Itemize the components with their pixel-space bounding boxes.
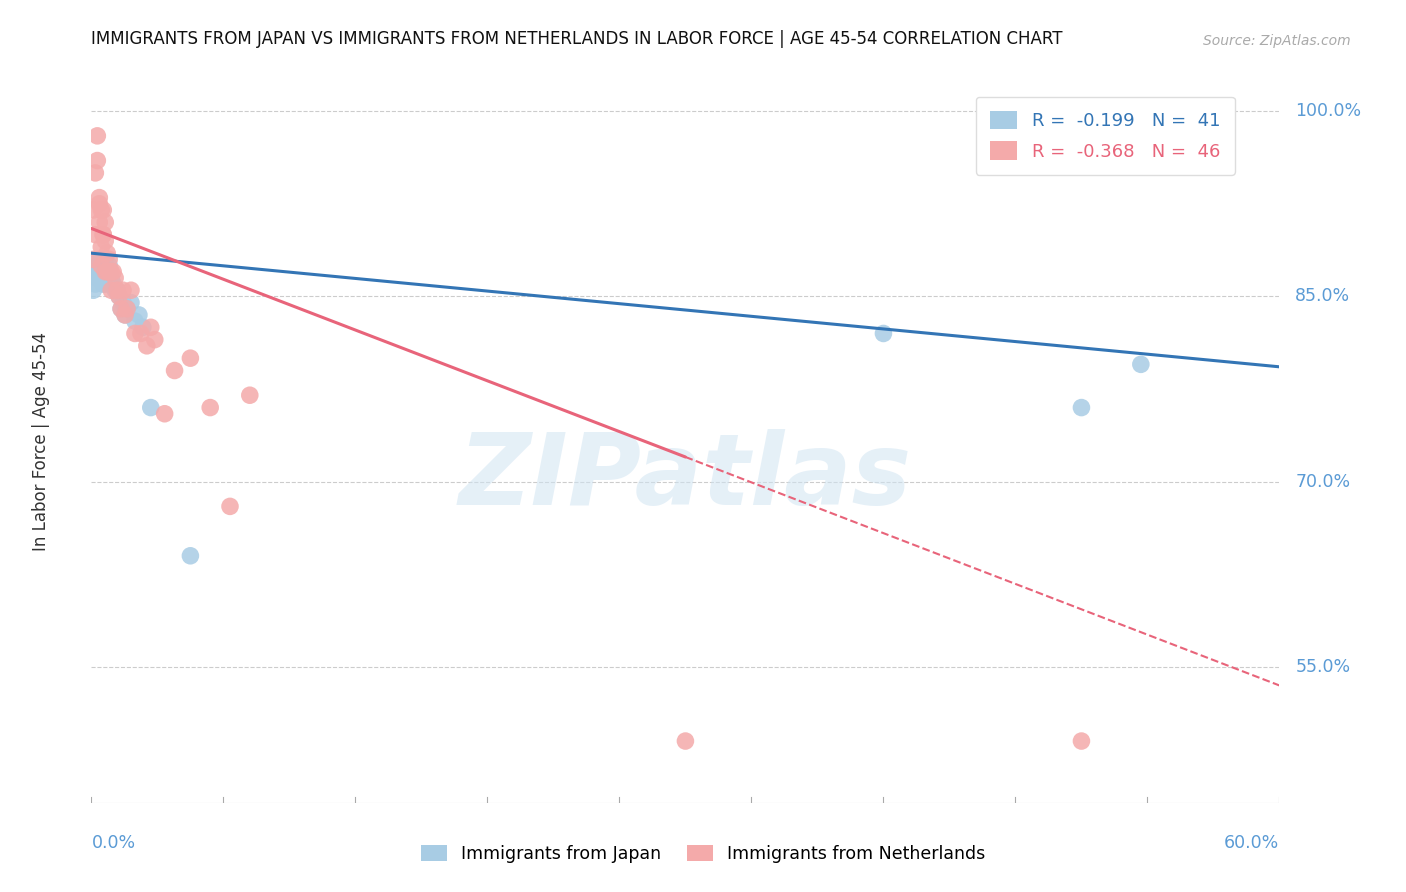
Point: [91, 259, 114, 273]
Point: [91, 265, 114, 279]
Point: [1129, 357, 1152, 371]
Point: [94, 215, 117, 229]
Point: [143, 333, 166, 347]
Point: [84, 265, 107, 279]
Point: [1070, 734, 1092, 748]
Point: [105, 283, 128, 297]
Point: [89, 196, 111, 211]
Point: [82, 252, 104, 267]
Point: [94, 265, 117, 279]
Point: [1070, 401, 1092, 415]
Point: [91, 227, 114, 242]
Point: [129, 326, 152, 341]
Point: [139, 320, 162, 334]
Text: 55.0%: 55.0%: [1295, 658, 1350, 676]
Point: [90, 240, 112, 254]
Text: 85.0%: 85.0%: [1295, 287, 1350, 305]
Point: [153, 407, 176, 421]
Point: [128, 308, 150, 322]
Point: [110, 301, 132, 316]
Point: [86, 128, 108, 143]
Point: [89, 191, 111, 205]
Point: [108, 289, 131, 303]
Text: IMMIGRANTS FROM JAPAN VS IMMIGRANTS FROM NETHERLANDS IN LABOR FORCE | AGE 45-54 : IMMIGRANTS FROM JAPAN VS IMMIGRANTS FROM…: [91, 29, 1063, 48]
Point: [120, 295, 142, 310]
Point: [132, 320, 155, 334]
Point: [114, 308, 136, 322]
Point: [91, 227, 114, 242]
Point: [105, 283, 128, 297]
Point: [90, 271, 112, 285]
Point: [112, 283, 135, 297]
Point: [219, 500, 242, 514]
Point: [82, 202, 104, 217]
Point: [100, 271, 122, 285]
Point: [124, 326, 146, 341]
Point: [100, 283, 122, 297]
Point: [139, 401, 162, 415]
Point: [84, 227, 107, 242]
Point: [114, 308, 136, 322]
Text: 0.0%: 0.0%: [91, 834, 135, 852]
Point: [98, 259, 121, 273]
Point: [89, 252, 111, 267]
Point: [91, 277, 114, 291]
Point: [108, 289, 131, 303]
Point: [135, 339, 157, 353]
Point: [94, 252, 117, 267]
Point: [98, 265, 121, 279]
Point: [112, 295, 135, 310]
Point: [90, 202, 112, 217]
Text: ZIPatlas: ZIPatlas: [458, 429, 912, 526]
Point: [91, 202, 114, 217]
Point: [84, 277, 107, 291]
Point: [100, 265, 122, 279]
Point: [98, 252, 121, 267]
Point: [872, 326, 894, 341]
Legend: R =  -0.199   N =  41, R =  -0.368   N =  46: R = -0.199 N = 41, R = -0.368 N = 46: [976, 96, 1234, 175]
Point: [179, 351, 201, 366]
Point: [89, 265, 111, 279]
Point: [84, 166, 107, 180]
Text: 100.0%: 100.0%: [1295, 103, 1361, 120]
Point: [115, 301, 138, 316]
Point: [86, 153, 108, 168]
Point: [82, 283, 104, 297]
Point: [90, 252, 112, 267]
Point: [98, 265, 121, 279]
Point: [96, 265, 118, 279]
Point: [200, 401, 222, 415]
Point: [110, 301, 132, 316]
Point: [179, 549, 201, 563]
Text: 60.0%: 60.0%: [1225, 834, 1279, 852]
Point: [239, 388, 262, 402]
Point: [89, 259, 111, 273]
Point: [94, 259, 117, 273]
Point: [86, 259, 108, 273]
Point: [96, 265, 118, 279]
Point: [94, 277, 117, 291]
Point: [100, 277, 122, 291]
Point: [90, 259, 112, 273]
Point: [104, 283, 127, 297]
Point: [96, 246, 118, 260]
Point: [120, 283, 142, 297]
Point: [94, 234, 117, 248]
Point: [673, 734, 696, 748]
Text: 70.0%: 70.0%: [1295, 473, 1350, 491]
Text: In Labor Force | Age 45-54: In Labor Force | Age 45-54: [32, 332, 51, 551]
Point: [124, 314, 146, 328]
Point: [115, 301, 138, 316]
Point: [86, 271, 108, 285]
Point: [89, 215, 111, 229]
Point: [90, 259, 112, 273]
Point: [101, 277, 124, 291]
Point: [94, 265, 117, 279]
Point: [163, 363, 186, 377]
Text: Source: ZipAtlas.com: Source: ZipAtlas.com: [1204, 34, 1351, 48]
Legend: Immigrants from Japan, Immigrants from Netherlands: Immigrants from Japan, Immigrants from N…: [413, 838, 993, 870]
Point: [101, 265, 124, 279]
Point: [96, 271, 118, 285]
Point: [104, 271, 127, 285]
